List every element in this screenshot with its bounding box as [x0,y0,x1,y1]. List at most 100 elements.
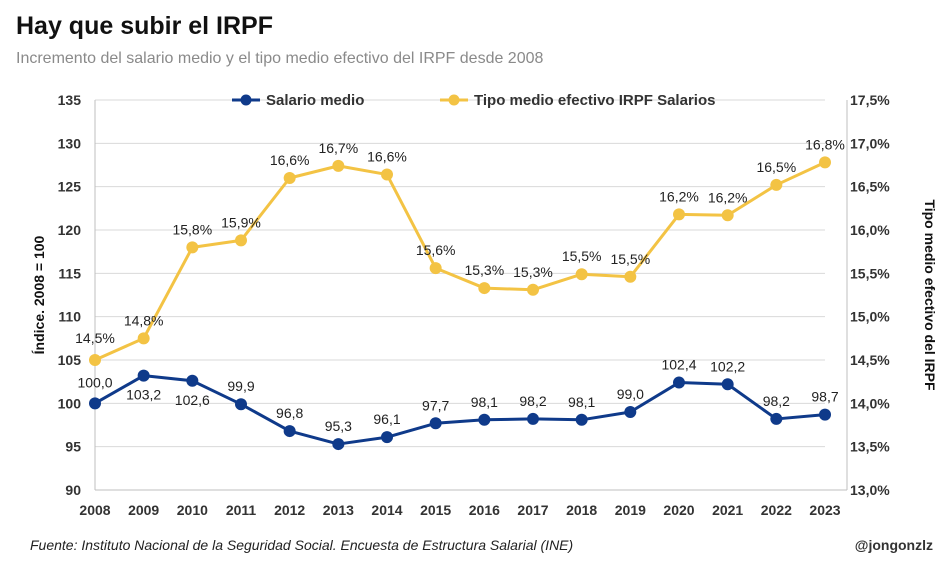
y-tick-label: 120 [58,222,82,238]
chart-subtitle: Incremento del salario medio y el tipo m… [16,50,544,67]
x-tick-label: 2012 [274,502,305,518]
tipo-irpf-point [770,178,783,191]
x-tick-label: 2010 [177,502,208,518]
x-tick-label: 2022 [761,502,792,518]
salario-medio-point [89,397,101,410]
grid-layer [95,99,825,491]
x-tick-label: 2009 [128,502,159,518]
salario-medio-point [770,412,783,425]
tipo-data-label: 15,3% [464,262,504,278]
tipo-irpf-point [429,262,442,275]
salario-data-label: 98,7 [811,389,838,405]
y-tick-label: 95 [65,439,81,455]
tipo-data-label: 16,2% [659,188,699,204]
tipo-irpf-point [186,241,199,254]
salario-data-label: 95,3 [325,418,352,434]
tipo-irpf-point [381,168,393,181]
legend-tipo-label: Tipo medio efectivo IRPF Salarios [474,92,715,109]
salario-medio-point [673,376,685,389]
tipo-data-label: 16,6% [367,149,407,165]
legend-marker [448,94,460,106]
salario-data-label: 96,1 [373,411,400,427]
tipo-irpf-line [94,161,826,362]
salario-medio-point [283,425,296,438]
source-note: Fuente: Instituto Nacional de la Segurid… [30,537,574,553]
x-tick-label: 2021 [712,502,743,518]
legend: Salario medio Tipo medio efectivo IRPF Sa… [232,92,715,109]
x-tick-label: 2014 [371,502,402,518]
y-axis-title: Índice. 2008 = 100 [31,235,47,354]
salario-data-label: 96,8 [276,405,303,421]
y2-tick-label: 16,5% [850,179,890,195]
data-labels-layer: 100,0 103,2 102,6 99,9 96,8 95,3 96,1 97,7 98,1 9… [75,136,845,434]
salario-medio-point [381,431,393,444]
salario-data-label: 103,2 [126,387,161,403]
x-tick-label: 2013 [323,502,354,518]
x-tick-label: 2015 [420,502,451,518]
salario-medio-point [429,417,442,430]
tipo-irpf-point [527,283,539,296]
y2-tick-label: 13,0% [850,482,890,498]
y-tick-label: 125 [58,179,82,195]
x-tick-label: 2018 [566,502,597,518]
legend-salario-label: Salario medio [266,92,364,109]
x-tick-label: 2016 [469,502,500,518]
salario-data-label: 102,2 [710,358,745,374]
tipo-data-label: 15,6% [416,242,456,258]
x-tick-label: 2020 [663,502,694,518]
chart-title: Hay que subir el IRPF [16,12,274,40]
salario-medio-point [478,413,491,426]
tipo-data-label: 16,7% [318,140,358,156]
tipo-data-label: 16,6% [270,152,310,168]
salario-medio-point [819,408,831,421]
tipo-irpf-point [673,208,685,221]
x-tick-label: 2019 [615,502,646,518]
salario-data-label: 98,1 [471,394,498,410]
y2-tick-label: 17,5% [850,92,890,108]
y-tick-label: 130 [58,135,82,151]
y-tick-label: 135 [58,92,82,108]
tipo-data-label: 15,5% [610,251,650,267]
tipo-irpf-point [235,234,247,247]
salario-data-label: 99,9 [227,378,254,394]
y-tick-label: 110 [58,309,81,325]
tipo-irpf-point [89,354,101,366]
x-tick-label: 2017 [517,502,548,518]
y2-tick-label: 14,0% [850,395,890,411]
tipo-data-label: 14,8% [124,312,164,328]
tipo-irpf-point [721,209,734,222]
salario-medio-point [624,406,637,418]
salario-medio-line [94,374,826,446]
salario-data-label: 102,6 [175,392,210,408]
y2-tick-label: 17,0% [850,135,890,151]
tipo-irpf-point [332,159,345,172]
tipo-data-label: 15,8% [172,221,212,237]
author-credit: @jongonzlz [854,537,933,553]
tipo-irpf-point [478,282,491,295]
salario-medio-point [332,438,345,451]
legend-marker [240,94,252,106]
salario-medio-point [235,398,247,411]
tipo-data-label: 16,8% [805,136,845,152]
y2-tick-label: 16,0% [850,222,890,238]
tipo-irpf-point [137,332,150,345]
tipo-irpf-point [819,156,831,169]
salario-medio-point [721,378,734,391]
y-tick-label: 115 [58,265,81,281]
x-tick-label: 2011 [226,502,257,518]
salario-data-label: 100,0 [77,374,112,390]
salario-data-label: 98,1 [568,394,595,410]
salario-medio-point [186,374,199,387]
y-tick-label: 100 [58,395,82,411]
salario-data-label: 102,4 [661,357,696,373]
y2-tick-label: 14,5% [850,352,890,368]
tipo-irpf-point [575,268,588,281]
tipo-data-label: 15,5% [562,248,602,264]
salario-data-label: 97,7 [422,397,449,413]
y-tick-label: 90 [65,482,81,498]
y2-tick-label: 15,0% [850,309,890,325]
tipo-data-label: 15,9% [221,214,261,230]
tipo-data-label: 15,3% [513,264,553,280]
tipo-data-label: 16,5% [756,159,796,175]
